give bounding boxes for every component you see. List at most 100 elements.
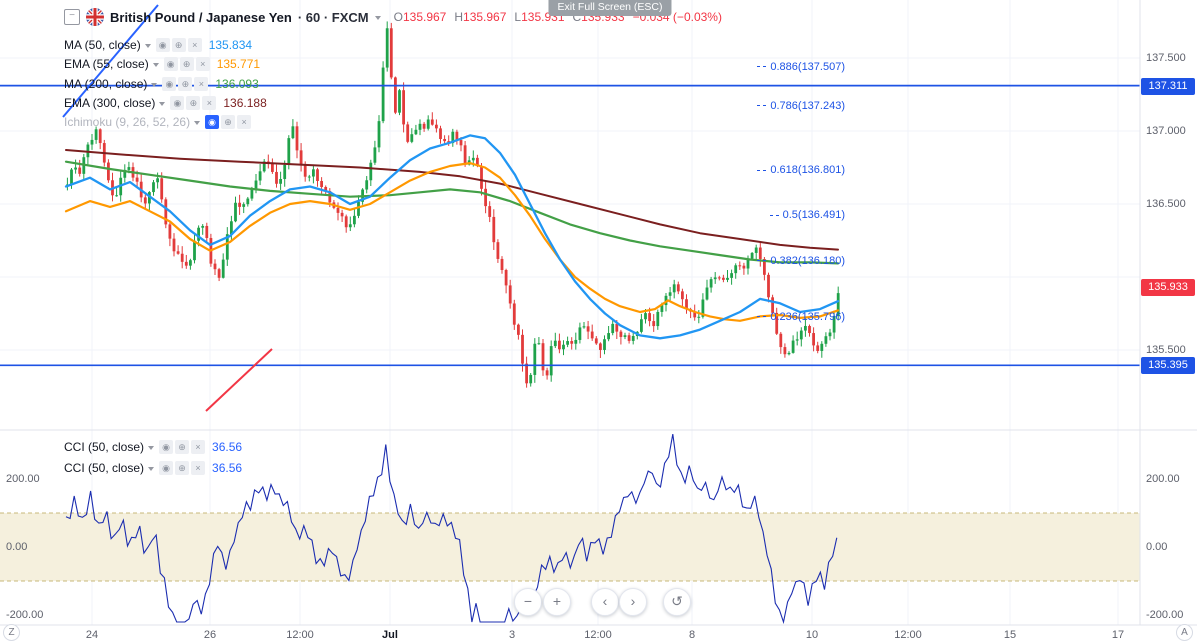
- indicator-value: 135.771: [216, 57, 261, 71]
- low-label: L: [514, 10, 522, 24]
- time-axis-label: Jul: [382, 629, 398, 641]
- timezone-button[interactable]: Z: [3, 624, 20, 641]
- chevron-down-icon[interactable]: [151, 83, 158, 87]
- fib-level-text: 0.786(137.243): [770, 99, 845, 112]
- fib-dash-icon: [769, 214, 779, 216]
- time-axis-label: 24: [85, 629, 99, 641]
- time-axis-label: 26: [203, 629, 217, 641]
- reset-chart-button[interactable]: ↺: [663, 588, 691, 616]
- settings-icon[interactable]: ⊕: [175, 440, 190, 454]
- chevron-down-icon[interactable]: [152, 63, 159, 67]
- chevron-down-icon[interactable]: [194, 121, 201, 125]
- auto-scale-button[interactable]: A: [1176, 624, 1193, 641]
- indicator-value: 136.093: [215, 77, 259, 91]
- fib-level-label[interactable]: 0.5(136.491): [769, 208, 845, 222]
- indicator-name: MA (50, close): [64, 38, 141, 52]
- fib-level-label[interactable]: 0.886(137.507): [757, 60, 845, 74]
- indicator-value: 135.834: [208, 38, 253, 52]
- zoom-in-button[interactable]: +: [543, 588, 571, 616]
- chevron-down-icon[interactable]: [148, 446, 155, 450]
- minimize-legend-icon[interactable]: −: [64, 9, 80, 25]
- symbol-title: British Pound / Japanese Yen: [110, 9, 292, 25]
- fib-level-text: 0.886(137.507): [770, 60, 845, 73]
- cci-axis-label-left: 200.00: [6, 473, 40, 485]
- settings-icon[interactable]: ⊕: [179, 57, 194, 71]
- fib-dash-icon: [757, 260, 767, 262]
- fib-level-label[interactable]: 0.618(136.801): [757, 163, 845, 177]
- time-axis-label: 10: [805, 629, 819, 641]
- time-axis-label: 12:00: [286, 629, 314, 641]
- cci-axis-label-left: 0.00: [6, 541, 28, 553]
- time-axis-label: 8: [688, 629, 696, 641]
- price-axis-label: 135.500: [1146, 344, 1186, 356]
- chevron-down-icon[interactable]: [159, 102, 166, 106]
- high-label: H: [454, 10, 464, 24]
- price-badge: 135.933: [1141, 278, 1195, 296]
- indicator-name: EMA (55, close): [64, 57, 149, 71]
- eye-icon[interactable]: ◉: [155, 38, 170, 52]
- fib-level-text: 0.618(136.801): [770, 164, 845, 177]
- gb-flag-icon: [86, 8, 104, 26]
- fib-dash-icon: [757, 169, 767, 171]
- time-axis-label: 17: [1111, 629, 1125, 641]
- fib-level-text: 0.5(136.491): [782, 209, 845, 222]
- indicator-name: EMA (300, close): [64, 96, 156, 110]
- indicator-legend-row: Ichimoku (9, 26, 52, 26) ◉ ⊕ ×: [64, 114, 253, 130]
- indicator-name: MA (200, close): [64, 77, 148, 91]
- zoom-out-button[interactable]: −: [514, 588, 542, 616]
- eye-icon[interactable]: ◉: [162, 77, 177, 91]
- eye-icon[interactable]: ◉: [205, 115, 220, 129]
- symbol-meta: · 60 · FXCM: [297, 9, 369, 25]
- remove-indicator-icon[interactable]: ×: [194, 77, 209, 91]
- remove-indicator-icon[interactable]: ×: [237, 115, 252, 129]
- settings-icon[interactable]: ⊕: [175, 461, 190, 475]
- indicator-name: CCI (50, close): [64, 440, 145, 454]
- fib-level-text: 0.382(136.180): [770, 254, 845, 267]
- fib-dash-icon: [757, 316, 767, 318]
- fib-level-label[interactable]: 0.786(137.243): [757, 99, 845, 113]
- indicator-legend-row: MA (200, close) ◉ ⊕ × 136.093: [64, 76, 259, 92]
- chevron-down-icon[interactable]: [144, 44, 151, 48]
- remove-indicator-icon[interactable]: ×: [202, 96, 217, 110]
- eye-icon[interactable]: ◉: [163, 57, 178, 71]
- cci-axis-label: 200.00: [1146, 473, 1180, 485]
- fib-level-label[interactable]: 0.382(136.180): [757, 254, 845, 268]
- time-axis-label: 12:00: [894, 629, 922, 641]
- remove-indicator-icon[interactable]: ×: [195, 57, 210, 71]
- remove-indicator-icon[interactable]: ×: [187, 38, 202, 52]
- fib-level-label[interactable]: 0.236(135.796): [757, 310, 845, 324]
- settings-icon[interactable]: ⊕: [221, 115, 236, 129]
- cci-axis-label: -200.00: [1146, 609, 1184, 621]
- open-value: 135.967: [402, 10, 447, 24]
- settings-icon[interactable]: ⊕: [171, 38, 186, 52]
- close-label: C: [572, 10, 582, 24]
- exit-fullscreen-tooltip: Exit Full Screen (ESC): [548, 0, 672, 16]
- scroll-right-button[interactable]: ›: [619, 588, 647, 616]
- time-axis-label: 12:00: [584, 629, 612, 641]
- indicator-name: Ichimoku (9, 26, 52, 26): [64, 115, 191, 129]
- chevron-down-icon[interactable]: [374, 16, 381, 20]
- cci-legend-row: CCI (50, close) ◉ ⊕ × 36.56: [64, 439, 242, 455]
- price-axis-label: 137.500: [1146, 52, 1186, 64]
- eye-icon[interactable]: ◉: [159, 461, 174, 475]
- settings-icon[interactable]: ⊕: [178, 77, 193, 91]
- indicator-value: 36.56: [212, 461, 243, 475]
- chevron-down-icon[interactable]: [148, 467, 155, 471]
- indicator-legend-row: EMA (55, close) ◉ ⊕ × 135.771: [64, 56, 260, 72]
- indicator-name: CCI (50, close): [64, 461, 145, 475]
- indicator-legend-row: MA (50, close) ◉ ⊕ × 135.834: [64, 37, 252, 53]
- indicator-value: 136.188: [223, 96, 267, 110]
- indicator-legend-row: EMA (300, close) ◉ ⊕ × 136.188: [64, 95, 267, 111]
- remove-indicator-icon[interactable]: ×: [191, 440, 206, 454]
- cci-axis-label: 0.00: [1146, 541, 1168, 553]
- fib-dash-icon: [757, 105, 767, 107]
- eye-icon[interactable]: ◉: [159, 440, 174, 454]
- price-axis-label: 137.000: [1146, 125, 1186, 137]
- price-axis-label: 136.500: [1146, 198, 1186, 210]
- remove-indicator-icon[interactable]: ×: [191, 461, 206, 475]
- settings-icon[interactable]: ⊕: [186, 96, 201, 110]
- cci-legend-row: CCI (50, close) ◉ ⊕ × 36.56: [64, 460, 242, 476]
- eye-icon[interactable]: ◉: [170, 96, 185, 110]
- scroll-left-button[interactable]: ‹: [591, 588, 619, 616]
